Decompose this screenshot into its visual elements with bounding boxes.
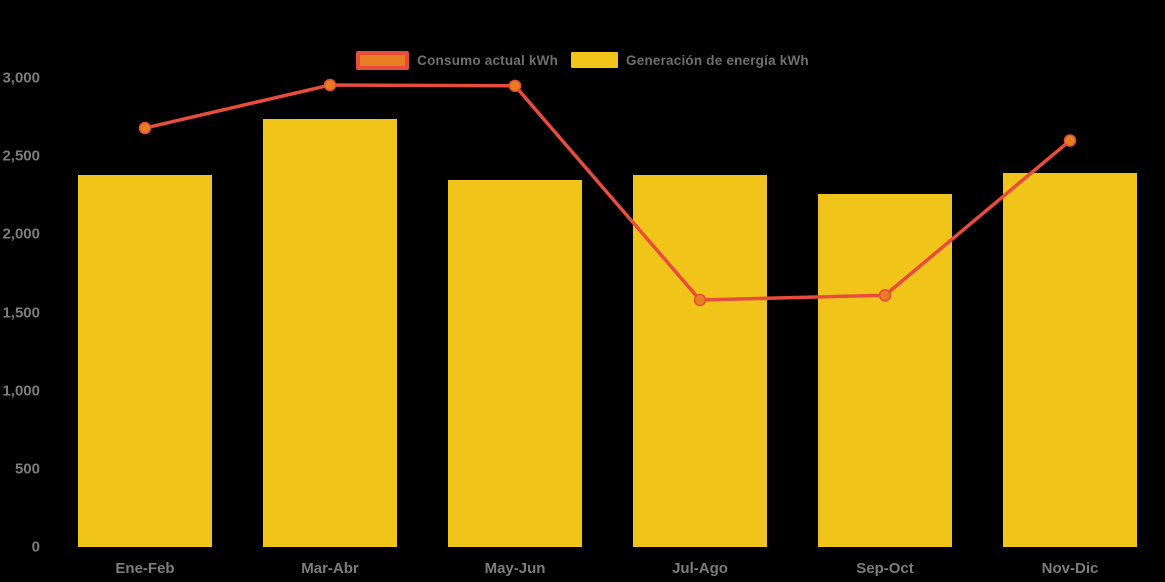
y-tick-label: 2,000 bbox=[2, 225, 40, 243]
bar-May-Jun[interactable] bbox=[448, 179, 582, 547]
legend-label-generacion: Generación de energía kWh bbox=[626, 52, 809, 68]
x-tick-label-May-Jun: May-Jun bbox=[484, 560, 546, 577]
consumo-line-swatch-icon bbox=[356, 50, 410, 70]
bar-Ene-Feb[interactable] bbox=[78, 174, 212, 547]
y-tick-label: 500 bbox=[14, 460, 40, 478]
consumption-line bbox=[143, 83, 1072, 302]
generacion-bar-swatch-icon bbox=[571, 52, 619, 68]
y-tick-label: 0 bbox=[31, 538, 40, 556]
x-tick-label-Nov-Dic: Nov-Dic bbox=[1041, 560, 1099, 577]
y-tick-label: 3,000 bbox=[2, 69, 40, 87]
chart-legend: Consumo actual kWh Generación de energía… bbox=[0, 47, 1165, 73]
x-tick-label-Mar-Abr: Mar-Abr bbox=[301, 560, 359, 577]
bar-Jul-Ago[interactable] bbox=[633, 174, 767, 547]
x-tick-label-Ene-Feb: Ene-Feb bbox=[115, 560, 175, 577]
bar-Mar-Abr[interactable] bbox=[263, 118, 397, 547]
data-point-Nov-Dic[interactable] bbox=[1063, 134, 1077, 147]
data-point-Jul-Ago[interactable] bbox=[693, 293, 707, 307]
legend-item-generacion[interactable]: Generación de energía kWh bbox=[571, 52, 809, 68]
y-tick-label: 1,000 bbox=[2, 382, 40, 400]
legend-item-consumo[interactable]: Consumo actual kWh bbox=[356, 50, 559, 70]
data-point-Ene-Feb[interactable] bbox=[138, 121, 152, 135]
bar-Sep-Oct[interactable] bbox=[818, 193, 952, 547]
data-point-May-Jun[interactable] bbox=[508, 79, 522, 93]
data-point-Sep-Oct[interactable] bbox=[878, 289, 892, 302]
y-tick-label: 1,500 bbox=[2, 304, 40, 321]
x-tick-label-Jul-Ago: Jul-Ago bbox=[672, 560, 728, 577]
legend-label-consumo: Consumo actual kWh bbox=[417, 52, 559, 68]
y-tick-label: 2,500 bbox=[2, 147, 40, 165]
data-point-Mar-Abr[interactable] bbox=[323, 78, 337, 92]
x-tick-label-Sep-Oct: Sep-Oct bbox=[856, 560, 914, 577]
bar-Nov-Dic[interactable] bbox=[1003, 173, 1137, 547]
